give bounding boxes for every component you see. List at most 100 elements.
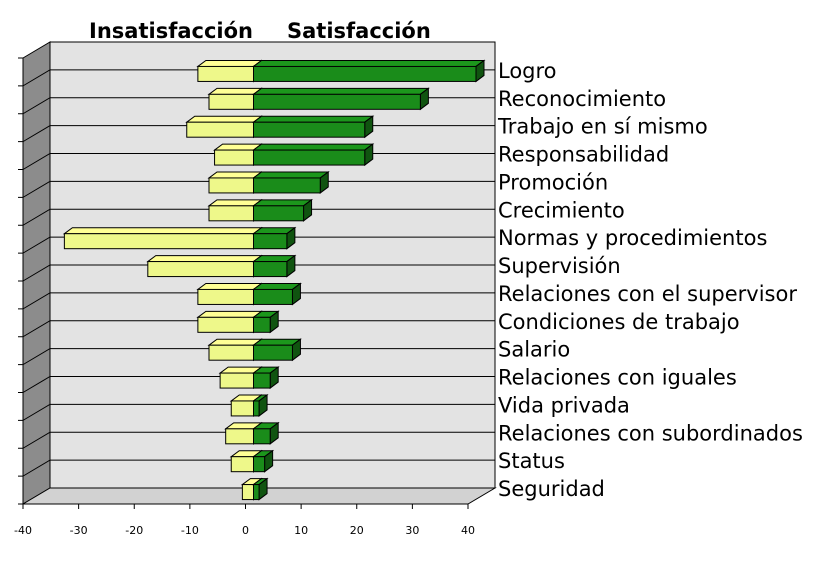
gridline: [22, 208, 495, 226]
category-label: Relaciones con el supervisor: [498, 282, 797, 306]
category-label: Promoción: [498, 170, 608, 194]
bar-front-face: [253, 149, 366, 166]
bar-front-face: [253, 261, 288, 278]
bar-satisfaccion: [252, 198, 314, 222]
bar-front-face: [197, 288, 254, 305]
bar-front-face: [253, 400, 260, 417]
x-tick-label: 10: [294, 524, 308, 537]
bar-top-face: [62, 227, 263, 235]
bar-satisfaccion: [252, 143, 375, 167]
bar-insatisfaccion: [62, 226, 263, 250]
bar-front-face: [186, 121, 254, 138]
bar-satisfaccion: [252, 170, 330, 194]
bar-satisfaccion: [252, 226, 297, 250]
category-label: Supervisión: [498, 254, 621, 278]
bar-top-face: [196, 282, 263, 290]
bar-satisfaccion: [252, 366, 280, 390]
bar-front-face: [208, 177, 254, 194]
category-label: Logro: [498, 59, 557, 83]
bar-front-face: [230, 400, 254, 417]
category-label: Normas y procedimientos: [498, 226, 767, 250]
bar-top-face: [252, 143, 375, 151]
bar-front-face: [214, 149, 254, 166]
gridline: [22, 403, 495, 421]
bar-front-face: [241, 484, 254, 501]
x-tick-label: 30: [405, 524, 419, 537]
gridline: [22, 320, 495, 338]
bar-front-face: [253, 372, 271, 389]
gridline: [22, 292, 495, 310]
x-tick-label: -20: [125, 524, 143, 537]
bar-front-face: [253, 484, 260, 501]
bar-front-face: [208, 93, 254, 110]
bar-top-face: [252, 199, 314, 207]
bar-front-face: [197, 316, 254, 333]
bar-top-face: [252, 87, 430, 95]
bar-front-face: [253, 316, 271, 333]
category-label: Status: [498, 449, 565, 473]
gridline: [22, 431, 495, 449]
bar-top-face: [196, 310, 263, 318]
bar-front-face: [225, 428, 254, 445]
bar-front-face: [219, 372, 254, 389]
bar-top-face: [207, 199, 263, 207]
gridline: [22, 459, 495, 477]
category-labels: Logro Reconocimiento Trabajo en sí mismo Re…: [497, 59, 803, 501]
bar-front-face: [253, 344, 293, 361]
bar-front-face: [197, 65, 254, 82]
category-label: Trabajo en sí mismo: [497, 115, 708, 139]
bar-top-face: [252, 59, 486, 67]
bar-top-face: [146, 255, 263, 263]
bar-front-face: [253, 456, 266, 473]
gridline: [22, 348, 495, 366]
gridline: [22, 236, 495, 254]
bar-front-face: [253, 288, 293, 305]
bar-front-face: [208, 344, 254, 361]
header-satisfaccion: Satisfacción: [287, 19, 431, 43]
bar-satisfaccion: [252, 310, 280, 334]
bar-front-face: [253, 233, 288, 250]
bar-satisfaccion: [252, 393, 269, 417]
bar-satisfaccion: [252, 59, 486, 83]
gridline: [22, 264, 495, 282]
header-insatisfaccion: Insatisfacción: [89, 19, 253, 43]
x-axis-ticks: -40 -30 -20 -10 0 10 20 30 40: [14, 504, 475, 537]
bar-satisfaccion: [252, 421, 280, 445]
x-tick-label: -30: [70, 524, 88, 537]
bar-front-face: [253, 121, 366, 138]
bar-top-face: [207, 87, 263, 95]
bars: [62, 59, 486, 501]
category-label: Condiciones de trabajo: [498, 310, 740, 334]
x-tick-label: -10: [181, 524, 199, 537]
bar-satisfaccion: [252, 115, 375, 139]
bar-insatisfaccion: [196, 282, 263, 306]
bar-satisfaccion: [252, 282, 302, 306]
x-tick-label: 0: [242, 524, 249, 537]
category-label: Salario: [498, 338, 570, 362]
bar-front-face: [253, 65, 477, 82]
bar-front-face: [208, 205, 254, 222]
bar-front-face: [63, 233, 254, 250]
bar-insatisfaccion: [207, 338, 263, 362]
gridline: [22, 180, 495, 198]
category-label: Relaciones con iguales: [498, 366, 737, 390]
category-label: Relaciones con subordinados: [498, 421, 803, 445]
bar-front-face: [147, 261, 254, 278]
bar-top-face: [252, 115, 375, 123]
bar-insatisfaccion: [196, 59, 263, 83]
bar-top-face: [207, 171, 263, 179]
bar-front-face: [253, 428, 271, 445]
bar-front-face: [253, 205, 305, 222]
category-label: Crecimiento: [498, 198, 625, 222]
bar-insatisfaccion: [196, 310, 263, 334]
category-label: Reconocimiento: [498, 87, 666, 111]
category-label: Seguridad: [498, 477, 605, 501]
x-tick-label: 20: [350, 524, 364, 537]
bar-top-face: [196, 59, 263, 67]
bar-satisfaccion: [252, 87, 430, 111]
bar-top-face: [207, 338, 263, 346]
x-tick-label: 40: [461, 524, 475, 537]
gridline: [22, 376, 495, 393]
bar-top-face: [252, 171, 330, 179]
